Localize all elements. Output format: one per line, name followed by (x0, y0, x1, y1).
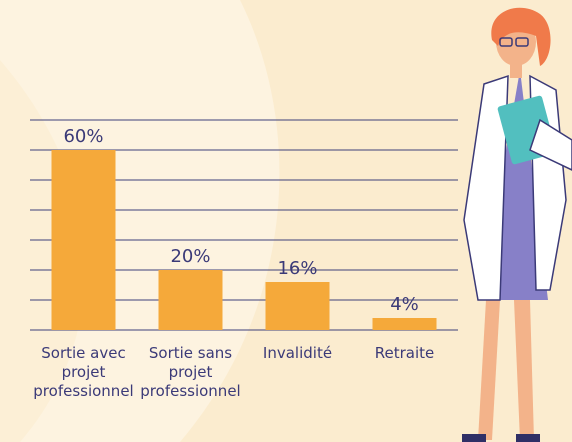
bar (51, 150, 116, 330)
value-label: 20% (170, 246, 210, 267)
x-tick-label: Invalidité (262, 344, 333, 362)
value-label: 60% (63, 126, 103, 147)
bar (372, 318, 437, 330)
bar (265, 282, 330, 330)
doctor-illustration (462, 7, 572, 442)
x-tick-label: Retraite (374, 344, 435, 362)
x-tick-label: Sortie avec projet professionnel (33, 344, 134, 400)
bar (158, 270, 223, 330)
x-tick-label: Sortie sans projet professionnel (140, 344, 241, 400)
value-label: 16% (277, 258, 317, 279)
plot: 60% 20% 16% 4% (30, 119, 458, 331)
value-label: 4% (390, 294, 419, 315)
background-shape (0, 60, 85, 442)
